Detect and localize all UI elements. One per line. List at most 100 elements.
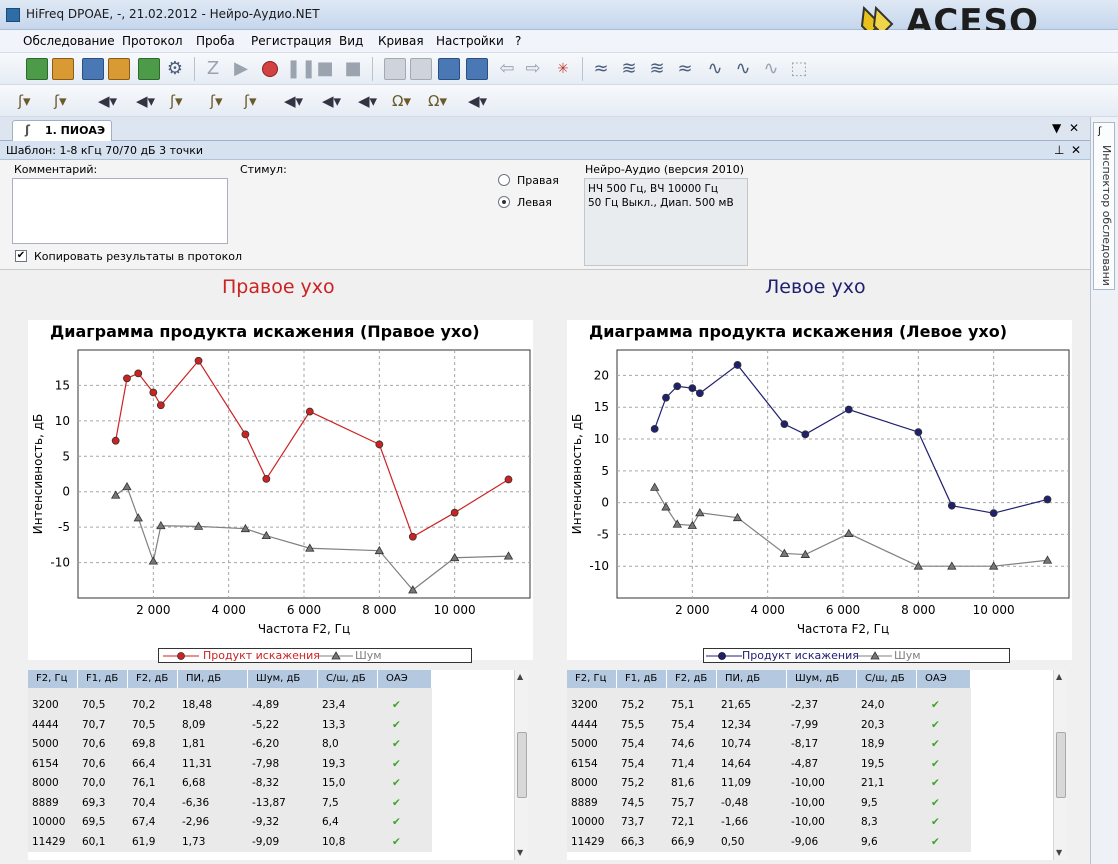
column-header[interactable]: Шум, дБ <box>787 670 857 688</box>
sine-icon[interactable]: ∿ <box>707 58 723 79</box>
column-header[interactable]: С/ш, дБ <box>318 670 378 688</box>
save-icon[interactable] <box>82 58 104 80</box>
speaker-icon[interactable]: ◀▾ <box>358 92 378 110</box>
table-row[interactable]: 6154 75,4 71,4 14,64 -4,87 19,5 ✔ <box>567 754 971 774</box>
headphones-icon[interactable]: Ω▾ <box>392 92 411 110</box>
ear-stimulus-icon[interactable]: ʃ▾ <box>244 92 257 110</box>
table-row[interactable]: 8889 74,5 75,7 -0,48 -10,00 9,5 ✔ <box>567 793 971 813</box>
column-header[interactable]: ПИ, дБ <box>717 670 787 688</box>
speaker-icon[interactable]: ◀▾ <box>284 92 304 110</box>
radio-right-ear[interactable] <box>498 174 510 186</box>
table-row[interactable]: 6154 70,6 66,4 11,31 -7,98 19,3 ✔ <box>28 754 432 774</box>
arrow-right-icon[interactable]: ⇨ <box>525 58 541 79</box>
table-cell: 23,4 <box>322 699 346 711</box>
table-row[interactable]: 4444 70,7 70,5 8,09 -5,22 13,3 ✔ <box>28 715 432 735</box>
noise-point <box>687 520 698 529</box>
archive-icon[interactable] <box>108 58 130 80</box>
select-area-icon[interactable]: ⬚ <box>790 58 808 79</box>
right-table-scrollbar[interactable]: ▲ ▼ <box>514 670 528 860</box>
table-row[interactable]: 8000 70,0 76,1 6,68 -8,32 15,0 ✔ <box>28 774 432 794</box>
speaker-icon[interactable]: ◀▾ <box>468 92 488 110</box>
table-row[interactable]: 3200 70,5 70,2 18,48 -4,89 23,4 ✔ <box>28 696 432 716</box>
wave-expand-icon[interactable]: ≋ <box>621 58 637 79</box>
column-header[interactable]: F2, Гц <box>567 670 617 688</box>
table-row[interactable]: 11429 66,3 66,9 0,50 -9,06 9,6 ✔ <box>567 832 971 852</box>
column-header[interactable]: С/ш, дБ <box>857 670 917 688</box>
column-header[interactable]: F1, дБ <box>617 670 667 688</box>
table-row[interactable]: 4444 75,5 75,4 12,34 -7,99 20,3 ✔ <box>567 715 971 735</box>
menu-registration[interactable]: Регистрация <box>251 34 332 48</box>
table-row[interactable]: 8889 69,3 70,4 -6,36 -13,87 7,5 ✔ <box>28 793 432 813</box>
menu-examination[interactable]: Обследование <box>23 34 115 48</box>
info-icon[interactable] <box>438 58 460 80</box>
wave-compress-icon[interactable]: ≈ <box>593 58 609 79</box>
speaker-icon[interactable]: ◀▾ <box>136 92 156 110</box>
column-header[interactable]: Шум, дБ <box>248 670 318 688</box>
sine-marker-icon[interactable]: ∿ <box>735 58 751 79</box>
ear-stimulus-icon[interactable]: ʃ▾ <box>18 92 31 110</box>
ear-icon[interactable]: ʃ▾ <box>54 92 67 110</box>
printer-icon[interactable] <box>410 58 432 80</box>
arrow-left-icon[interactable]: ⇦ <box>499 58 515 79</box>
menu-view[interactable]: Вид <box>339 34 364 48</box>
table-row[interactable]: 8000 75,2 81,6 11,09 -10,00 21,1 ✔ <box>567 774 971 794</box>
menu-help[interactable]: ? <box>515 34 522 48</box>
wave-spread-icon[interactable]: ≈ <box>677 58 693 79</box>
speaker-icon[interactable]: ◀▾ <box>98 92 118 110</box>
column-header[interactable]: ОАЭ <box>917 670 971 688</box>
template-close-icon[interactable]: ✕ <box>1071 143 1082 157</box>
scroll-down-icon[interactable]: ▼ <box>1056 848 1063 857</box>
speaker-icon[interactable]: ◀▾ <box>322 92 342 110</box>
column-header[interactable]: F1, дБ <box>78 670 128 688</box>
add-page-icon[interactable] <box>138 58 160 80</box>
new-examination-icon[interactable] <box>26 58 48 80</box>
tab-dpoae[interactable]: ʃ 1. ПИОАЭ <box>12 120 112 141</box>
scroll-up-icon[interactable]: ▲ <box>1056 672 1063 681</box>
ear-icon[interactable]: ʃ▾ <box>210 92 223 110</box>
menu-curve[interactable]: Кривая <box>378 34 424 48</box>
radio-left-ear[interactable] <box>498 196 510 208</box>
menu-protocol[interactable]: Протокол <box>122 34 183 48</box>
wave-stack-icon[interactable]: ≋ <box>649 58 665 79</box>
probe-icon[interactable]: ʃ▾ <box>170 92 183 110</box>
scroll-thumb[interactable] <box>517 732 527 798</box>
stop-icon[interactable]: ■ <box>316 58 334 79</box>
table-row[interactable]: 10000 69,5 67,4 -2,96 -9,32 6,4 ✔ <box>28 813 432 833</box>
tab-close-icon[interactable]: ✕ <box>1069 121 1080 135</box>
wrench-icon[interactable]: ⚙ <box>166 58 184 79</box>
table-row[interactable]: 5000 70,6 69,8 1,81 -6,20 8,0 ✔ <box>28 735 432 755</box>
table-row[interactable]: 10000 73,7 72,1 -1,66 -10,00 8,3 ✔ <box>567 813 971 833</box>
table-row[interactable]: 11429 60,1 61,9 1,73 -9,09 10,8 ✔ <box>28 832 432 852</box>
calibration-icon[interactable] <box>384 58 406 80</box>
inspector-tab[interactable]: ʃ Инспектор обследовани <box>1093 122 1115 290</box>
scroll-thumb[interactable] <box>1056 732 1066 798</box>
pin-icon[interactable]: ⊥ <box>1054 143 1065 157</box>
column-header[interactable]: F2, дБ <box>667 670 717 688</box>
copy-results-checkbox[interactable]: ✔ <box>15 250 27 262</box>
column-header[interactable]: F2, Гц <box>28 670 78 688</box>
sine-check-icon[interactable]: ∿ <box>763 58 779 79</box>
monitor-icon[interactable] <box>466 58 488 80</box>
left-table-scrollbar[interactable]: ▲ ▼ <box>1053 670 1067 860</box>
play-icon[interactable]: ▶ <box>234 58 248 79</box>
x-tick-label: 8 000 <box>901 603 935 617</box>
scroll-down-icon[interactable]: ▼ <box>517 848 524 857</box>
headphones-icon[interactable]: Ω▾ <box>428 92 447 110</box>
column-header[interactable]: ОАЭ <box>378 670 432 688</box>
column-header[interactable]: F2, дБ <box>128 670 178 688</box>
table-row[interactable]: 3200 75,2 75,1 21,65 -2,37 24,0 ✔ <box>567 696 971 716</box>
marker-icon[interactable]: ✳ <box>557 61 569 77</box>
column-header[interactable]: ПИ, дБ <box>178 670 248 688</box>
zero-icon[interactable]: Z <box>206 58 220 79</box>
menu-settings[interactable]: Настройки <box>436 34 504 48</box>
stop-clear-icon[interactable]: ■ <box>344 58 362 79</box>
tab-dropdown-icon[interactable]: ▼ <box>1052 121 1062 135</box>
comment-input[interactable] <box>12 178 228 244</box>
pause-icon[interactable]: ❚❚ <box>286 58 317 79</box>
open-folder-icon[interactable] <box>52 58 74 80</box>
table-cell: -8,17 <box>791 738 819 750</box>
menu-test[interactable]: Проба <box>196 34 235 48</box>
scroll-up-icon[interactable]: ▲ <box>517 672 524 681</box>
table-row[interactable]: 5000 75,4 74,6 10,74 -8,17 18,9 ✔ <box>567 735 971 755</box>
record-icon[interactable] <box>262 61 278 77</box>
